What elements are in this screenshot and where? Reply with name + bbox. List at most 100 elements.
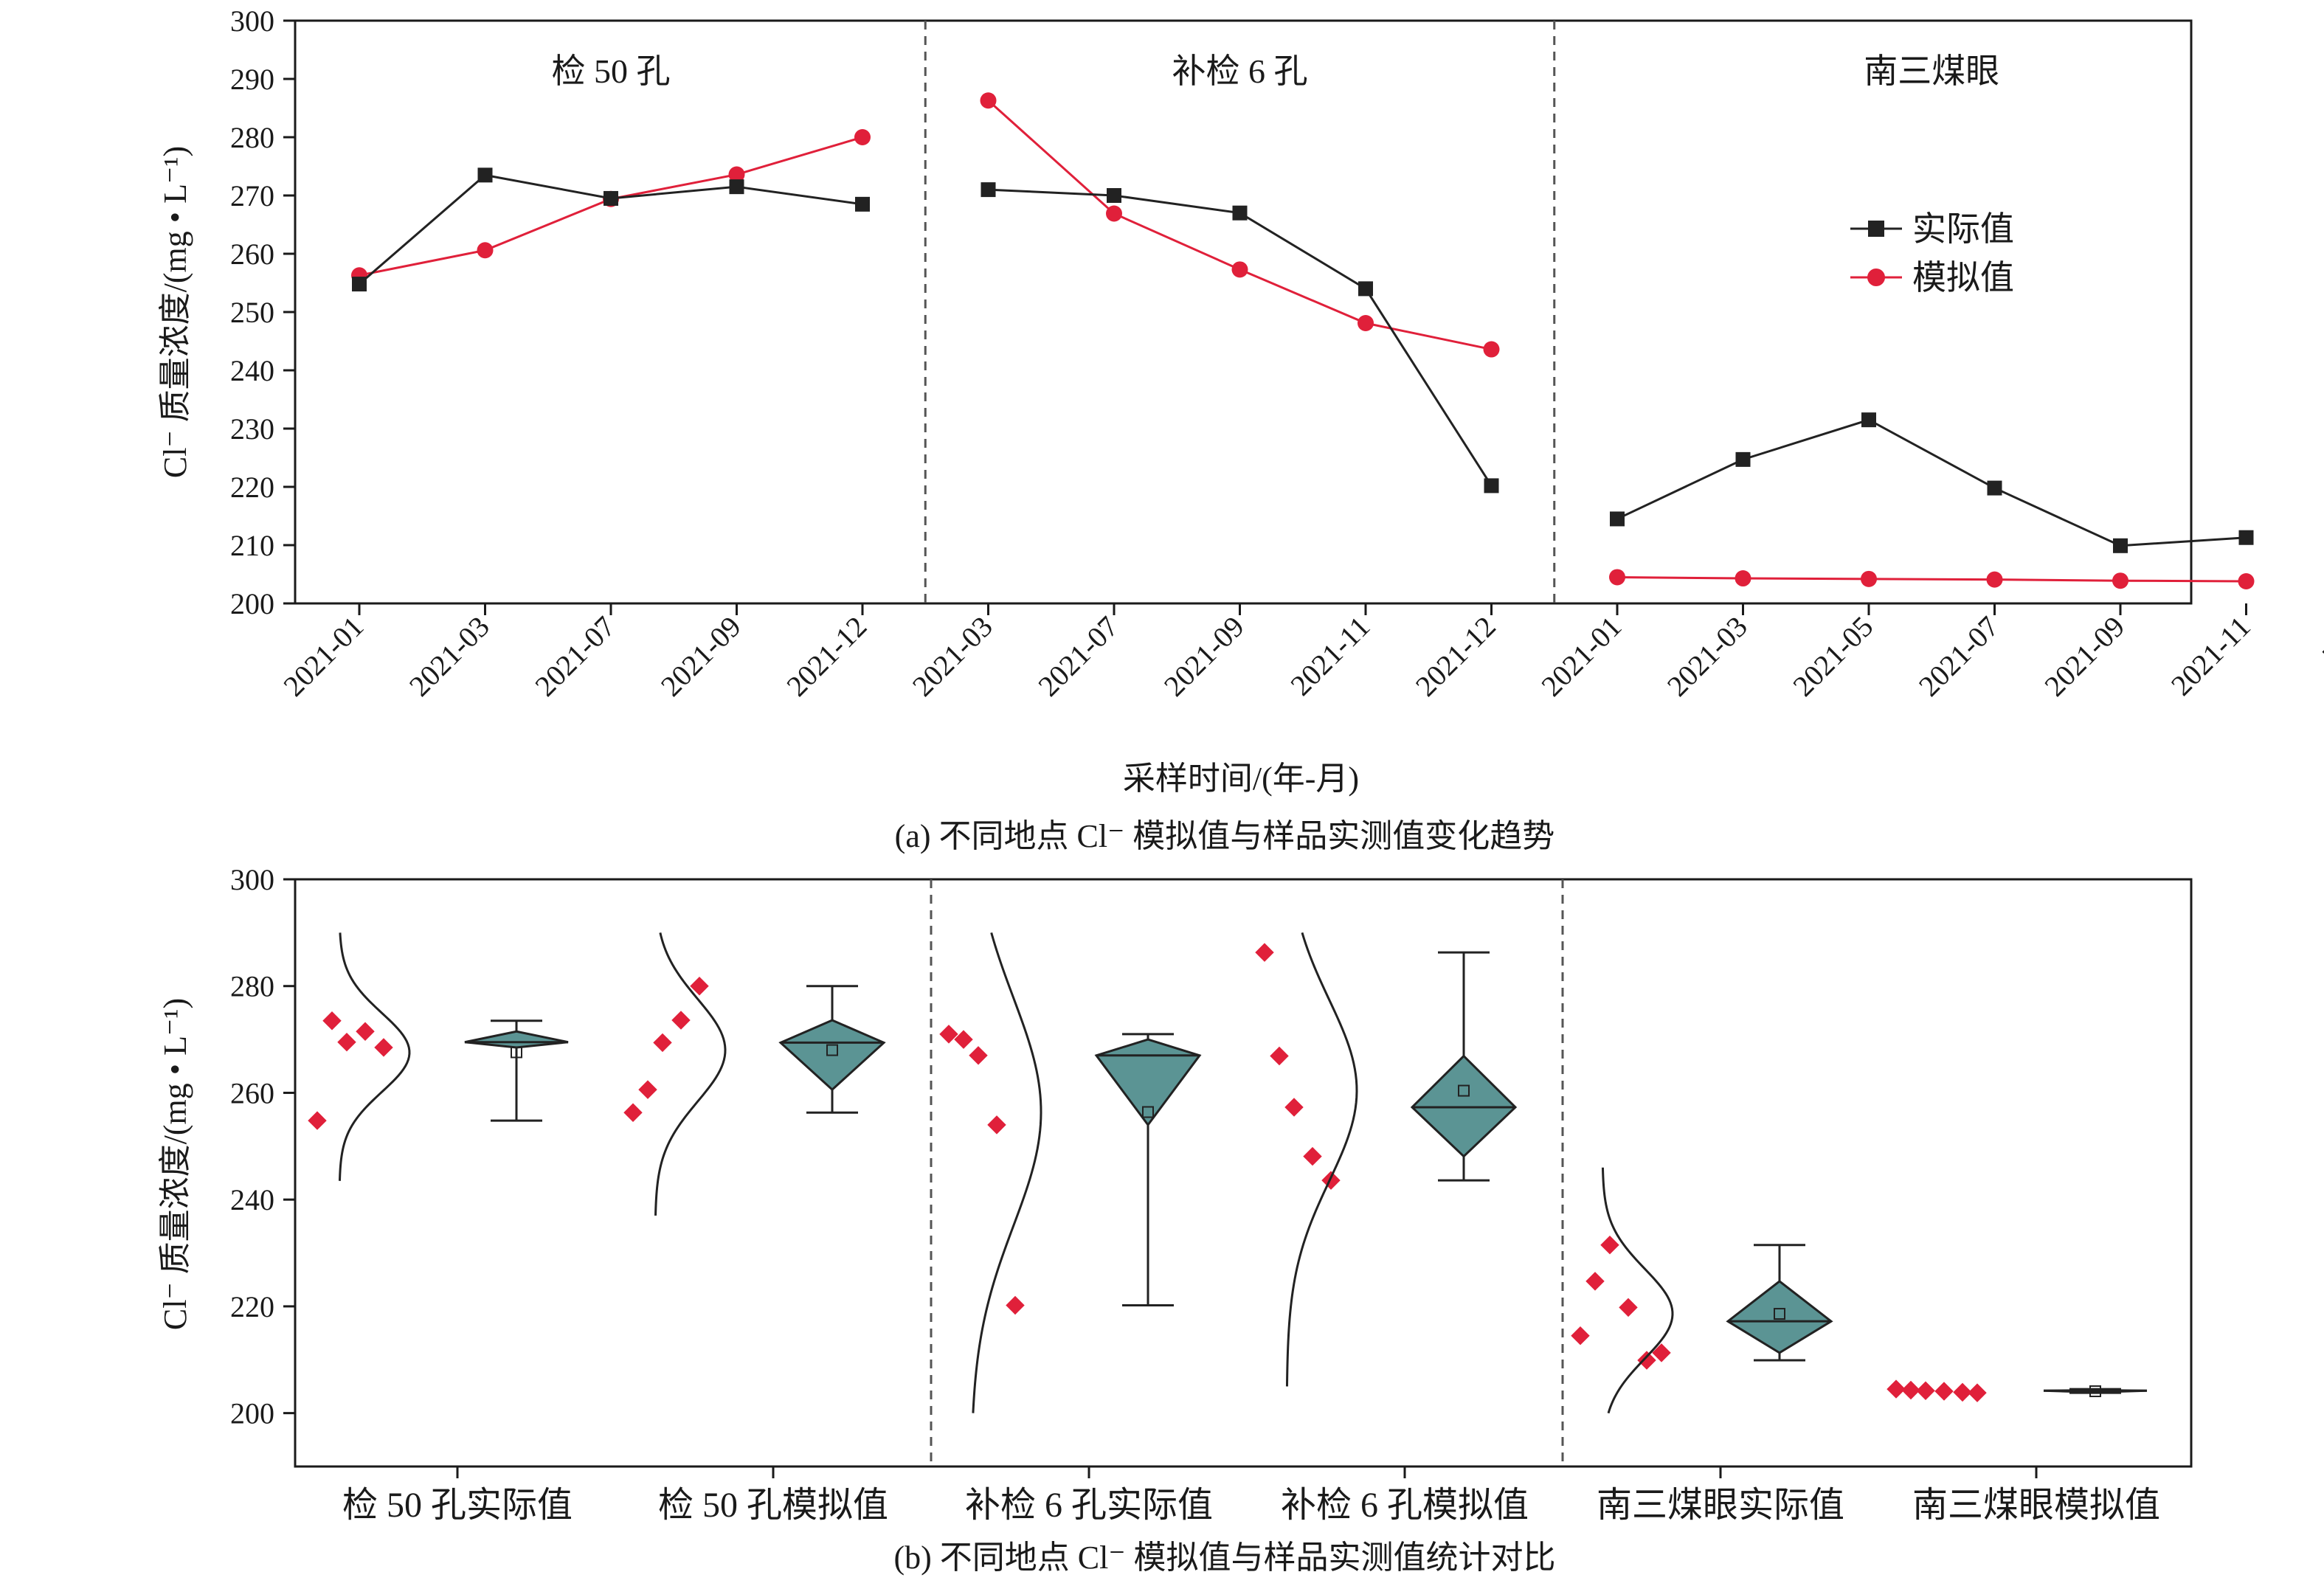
scatter-point <box>939 1025 958 1044</box>
panel-a-plot-frame <box>294 19 2193 605</box>
panel-b-y-axis-title: Cl⁻ 质量浓度/(mg • L⁻¹) <box>157 998 193 1330</box>
x-tick-label: 2021-12 <box>1409 610 1502 703</box>
scatter-point <box>1968 1383 1987 1402</box>
y-tick-label: 200 <box>230 587 274 620</box>
distribution-curve <box>1601 1167 1674 1414</box>
data-point <box>854 129 871 145</box>
region-label: 南三煤眼 <box>1864 52 1999 90</box>
data-point <box>1610 511 1625 527</box>
data-point <box>2113 538 2128 553</box>
legend-actual-marker <box>1868 221 1884 237</box>
group-1 <box>308 932 569 1181</box>
scatter-point <box>623 1103 643 1122</box>
data-point <box>728 166 745 183</box>
data-point <box>1106 205 1122 222</box>
data-point <box>477 167 493 183</box>
y-tick-label: 230 <box>230 412 274 446</box>
x-tick-label: 2021-11 <box>2165 610 2257 702</box>
scatter-point <box>1321 1171 1341 1190</box>
mean-marker <box>2089 1385 2101 1397</box>
category-label: 补检 6 孔实际值 <box>965 1486 1213 1525</box>
data-point <box>1609 569 1625 586</box>
scatter-point <box>356 1022 375 1041</box>
x-tick-label: 2021-09 <box>2038 610 2131 703</box>
y-tick-label: 210 <box>230 529 274 562</box>
x-tick-label: 2021-01 <box>277 610 370 703</box>
x-tick-label: 2021-07 <box>1912 610 2005 703</box>
x-tick-label: 2021-03 <box>403 610 496 703</box>
scatter-point <box>1916 1381 1935 1400</box>
y-tick-label: 290 <box>230 63 274 96</box>
legend-simulated-label: 模拟值 <box>1912 259 2014 297</box>
series-simulated <box>351 92 2255 589</box>
panel-a-legend: 实际值 模拟值 <box>1850 210 2014 297</box>
distribution-curve <box>654 932 727 1216</box>
panel-a: 200 210 220 230 240 250 260 270 280 290 300 2021-0… <box>157 4 2324 854</box>
scatter-point <box>638 1080 657 1099</box>
scatter-point <box>671 1011 691 1030</box>
x-tick-label: 2021-03 <box>1661 610 1754 703</box>
panel-b-x-axis: 检 50 孔实际值 检 50 孔模拟值 补检 6 孔实际值 补检 6 孔模拟值 南三煤眼… <box>342 1466 2160 1525</box>
mean-marker <box>511 1046 522 1059</box>
x-tick-label: 2021-07 <box>528 610 621 703</box>
data-point <box>729 179 744 195</box>
scatter-point <box>1600 1235 1619 1255</box>
x-tick-label: 2021-05 <box>1786 610 1879 703</box>
group-4 <box>1255 932 1518 1387</box>
data-point <box>604 190 618 206</box>
series-line <box>987 100 1492 351</box>
mean-marker <box>826 1044 838 1056</box>
box-diamond <box>464 1030 569 1049</box>
group-3 <box>939 932 1202 1413</box>
scatter-point <box>1571 1326 1590 1346</box>
box-diamond <box>1094 1038 1202 1127</box>
y-tick-label: 220 <box>230 471 274 504</box>
data-point <box>1107 188 1121 203</box>
data-point <box>980 92 997 109</box>
distribution-curve <box>1285 932 1358 1387</box>
data-point <box>1483 341 1500 358</box>
data-point <box>2112 572 2128 589</box>
data-point <box>1986 571 2003 588</box>
x-tick-label: 2021-07 <box>1031 610 1124 703</box>
x-tick-label: 平均 <box>2317 610 2324 675</box>
panel-b-caption: (b) 不同地点 Cl⁻ 模拟值与样品实测值统计对比 <box>893 1540 1555 1576</box>
category-label: 补检 6 孔模拟值 <box>1281 1486 1529 1525</box>
data-point <box>352 277 367 292</box>
scatter-point <box>954 1030 973 1049</box>
legend-actual-label: 实际值 <box>1912 210 2014 248</box>
y-tick-label: 250 <box>230 296 274 329</box>
panel-a-caption: (a) 不同地点 Cl⁻ 模拟值与样品实测值变化趋势 <box>895 818 1555 854</box>
data-point <box>1735 451 1751 467</box>
mean-marker <box>1458 1084 1470 1097</box>
data-point <box>2238 530 2254 545</box>
data-point <box>1231 261 1248 278</box>
y-tick-label: 300 <box>230 863 274 896</box>
scatter-point <box>1255 943 1274 962</box>
region-label: 补检 6 孔 <box>1172 52 1308 90</box>
y-tick-label: 300 <box>230 4 274 38</box>
x-tick-label: 2021-09 <box>1158 610 1251 703</box>
scatter-point <box>337 1032 356 1052</box>
x-tick-label: 2021-11 <box>1284 610 1376 702</box>
data-point <box>2238 572 2255 589</box>
box-diamond <box>1726 1280 1833 1354</box>
category-label: 南三煤眼模拟值 <box>1912 1486 2160 1525</box>
y-tick-label: 200 <box>230 1397 274 1430</box>
y-tick-label: 260 <box>230 238 274 271</box>
data-point <box>1735 570 1751 587</box>
data-point <box>855 196 870 212</box>
x-tick-label: 2021-03 <box>906 610 999 703</box>
scatter-point <box>987 1115 1006 1135</box>
data-point <box>1861 412 1876 428</box>
scatter-point <box>322 1011 342 1031</box>
panel-b-groups <box>308 932 2148 1414</box>
x-tick-label: 2021-12 <box>780 610 873 703</box>
panel-a-y-axis: 200 210 220 230 240 250 260 270 280 290 300 <box>230 4 295 620</box>
data-point <box>477 242 494 259</box>
panel-a-region-labels: 检 50 孔 补检 6 孔 南三煤眼 <box>552 52 2000 90</box>
data-point <box>1358 281 1373 297</box>
y-tick-label: 220 <box>230 1290 274 1323</box>
scatter-point <box>1270 1046 1289 1066</box>
